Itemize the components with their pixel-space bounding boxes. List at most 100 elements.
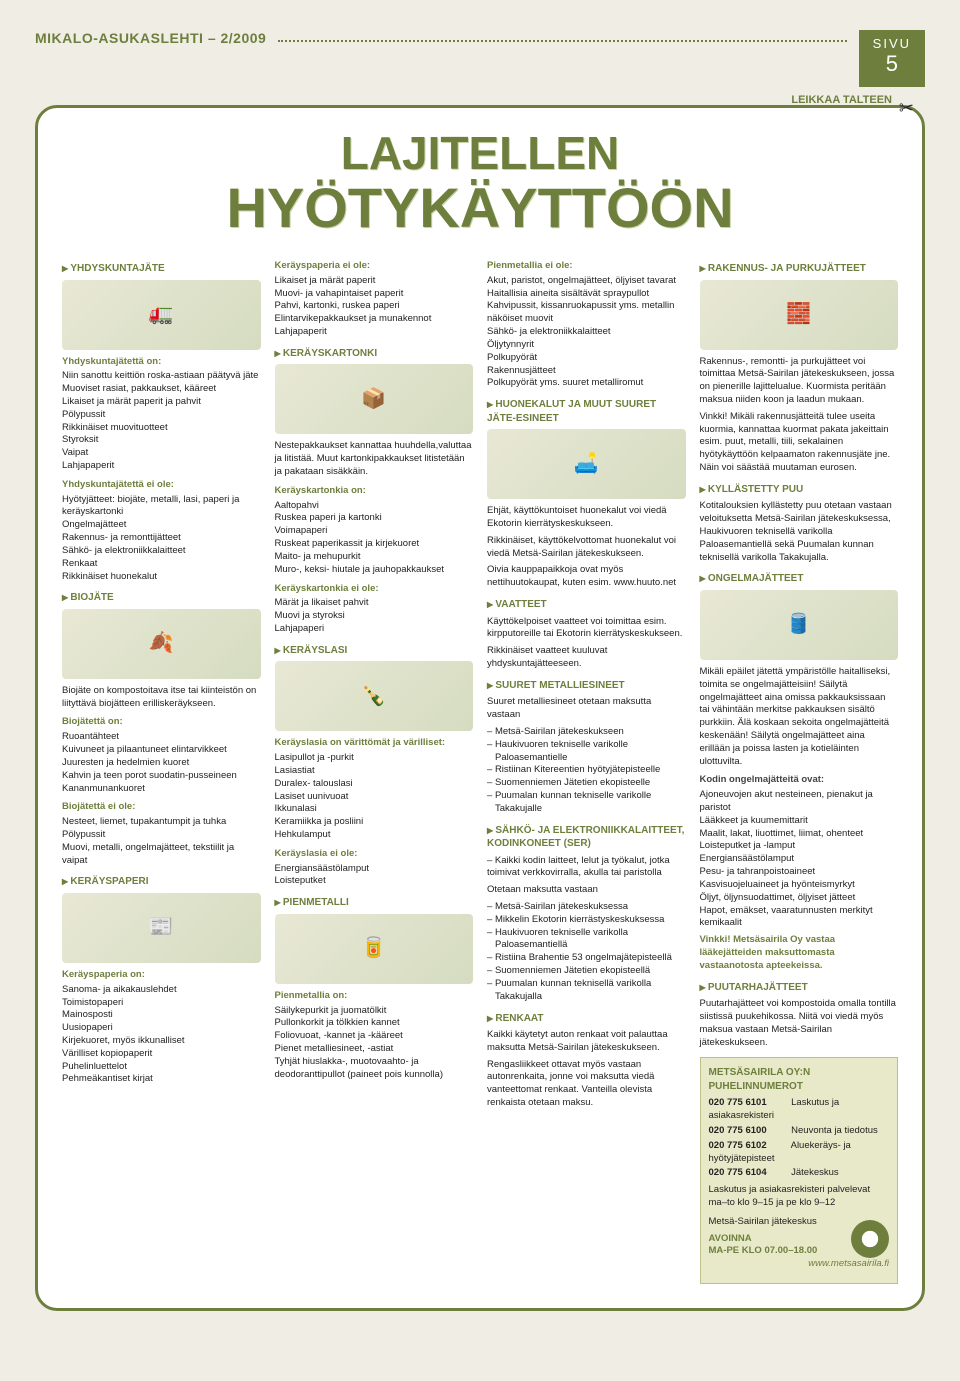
metal-illustration: 🥫 (275, 914, 474, 984)
c1-p3: Biojäte on kompostoitava itse tai kiinte… (62, 685, 261, 711)
dotted-rule (278, 40, 846, 42)
c4-vinkki: Vinkki! Metsäsairila Oy vastaa lääkejätt… (700, 934, 899, 972)
c3-h1: HUONEKALUT JA MUUT SUURET JÄTE-ESINEET (487, 398, 686, 425)
metsasairila-logo (851, 1220, 889, 1258)
biowaste-illustration: 🍂 (62, 609, 261, 679)
c4-h3: ONGELMAJÄTTEET (700, 572, 899, 586)
c1-p6: Sanoma- ja aikakauslehdet Toimistopaperi… (62, 984, 261, 1087)
c2-p4: Märät ja likaiset pahvit Muovi ja styrok… (275, 597, 474, 635)
c4-h4: PUUTARHAJÄTTEET (700, 981, 899, 995)
c3-h2: VAATTEET (487, 598, 686, 612)
c2-p5h: Keräyslasia on värittömät ja värilliset: (275, 737, 474, 750)
hazardous-illustration: 🛢️ (700, 590, 899, 660)
list-item: Mikkelin Ekotorin kierrästyskeskuksessa (487, 914, 686, 927)
page-label: SIVU (873, 36, 911, 51)
paper-illustration: 📰 (62, 893, 261, 963)
c4-p1: Rakennus-, remontti- ja purkujätteet voi… (700, 356, 899, 407)
c1-p4: Ruoantähteet Kuivuneet ja pilaantuneet e… (62, 731, 261, 795)
c1-h2: BIOJÄTE (62, 591, 261, 605)
cardboard-illustration: 📦 (275, 364, 474, 434)
c2-p6: Energiansäästölamput Loisteputket (275, 863, 474, 889)
list-item: Suomenniemen Jätetien ekopisteellä (487, 965, 686, 978)
c1-p1: Niin sanottu keittiön roska-astiaan päät… (62, 370, 261, 473)
column-2: Keräyspaperia ei ole: Likaiset ja märät … (275, 254, 474, 1284)
list-item: Puumalan kunnan teknisellä varikolla Tak… (487, 978, 686, 1004)
list-item: Puumalan kunnan tekniselle varikolle Tak… (487, 790, 686, 816)
waste-truck-illustration: 🚛 (62, 280, 261, 350)
c3-h5: RENKAAT (487, 1012, 686, 1026)
page-badge: SIVU 5 (859, 30, 925, 87)
c3-p8: – Kaikki kodin laitteet, lelut ja työkal… (487, 855, 686, 881)
title-line-2: HYÖTYKÄYTTÖÖN (62, 180, 898, 236)
c2-p3h: Keräyskartonkia on: (275, 485, 474, 498)
c3-p3: Rikkinäiset, käyttökelvottomat huonekalu… (487, 535, 686, 561)
c2-h3: PIENMETALLI (275, 896, 474, 910)
phone-row: 020 775 6100 Neuvonta ja tiedotus (709, 1125, 890, 1138)
phone-rows: 020 775 6101 Laskutus ja asiakasrekister… (709, 1097, 890, 1180)
c2-p5: Lasipullot ja -purkit Lasiastiat Duralex… (275, 752, 474, 842)
c2-p1: Likaiset ja märät paperit Muovi- ja vaha… (275, 275, 474, 339)
c4-p3: Mikäli epäilet jätettä ympäristölle hait… (700, 666, 899, 769)
c1-h1: YHDYSKUNTAJÄTE (62, 262, 261, 276)
c3-p5: Käyttökelpoiset vaatteet voi toimittaa e… (487, 616, 686, 642)
c2-p4h: Keräyskartonkia ei ole: (275, 583, 474, 596)
c4-h1: RAKENNUS- JA PURKUJÄTTEET (700, 262, 899, 276)
c2-p6h: Keräyslasia ei ole: (275, 848, 474, 861)
list-item: Ristiinan Kitereentien hyötyjätepisteell… (487, 764, 686, 777)
c4-p4h: Kodin ongelmajätteitä ovat: (700, 774, 899, 787)
c1-p6h: Keräyspaperia on: (62, 969, 261, 982)
c1-p1h: Yhdyskuntajätettä on: (62, 356, 261, 369)
c4-p5: Puutarhajätteet voi kompostoida omalla t… (700, 998, 899, 1049)
c3-p6: Rikkinäiset vaatteet kuuluvat yhdyskunta… (487, 645, 686, 671)
c4-p2: Kotitalouksien kyllästetty puu otetaan v… (700, 500, 899, 564)
phone-row: 020 775 6101 Laskutus ja asiakasrekister… (709, 1097, 890, 1123)
c3-p4: Oivia kauppapaikkoja ovat myös nettihuut… (487, 564, 686, 590)
list-item: Ristiina Brahentie 53 ongelmajätepisteel… (487, 952, 686, 965)
c1-p2h: Yhdyskuntajätettä ei ole: (62, 479, 261, 492)
magazine-title: MIKALO-ASUKASLEHTI – 2/2009 (35, 30, 266, 46)
phone-box: METSÄSAIRILA OY:N PUHELINNUMEROT 020 775… (700, 1057, 899, 1284)
c3-l1: Metsä-Sairilan jätekeskukseenHaukivuoren… (487, 726, 686, 816)
list-item: Metsä-Sairilan jätekeskuksessa (487, 901, 686, 914)
glass-illustration: 🍾 (275, 661, 474, 731)
page-number: 5 (873, 51, 911, 77)
c4-p1b: Vinkki! Mikäli rakennusjätteitä tulee us… (700, 411, 899, 475)
list-item: Suomenniemen Jätetien ekopisteelle (487, 777, 686, 790)
c4-h2: KYLLÄSTETTY PUU (700, 483, 899, 497)
list-item: Haukivuoren tekniselle varikolle Paloase… (487, 739, 686, 765)
page-header: MIKALO-ASUKASLEHTI – 2/2009 SIVU 5 (35, 30, 925, 87)
info-card: LEIKKAA TALTEEN ✂ LAJITELLEN HYÖTYKÄYTTÖ… (35, 105, 925, 1311)
c1-p5: Nesteet, liemet, tupakantumpit ja tuhka … (62, 816, 261, 867)
c2-h1: KERÄYSKARTONKI (275, 347, 474, 361)
phone-note: Laskutus ja asiakasrekisteri palvelevat … (709, 1184, 890, 1210)
c4-p4: Ajoneuvojen akut nesteineen, pienakut ja… (700, 789, 899, 930)
c2-p7h: Pienmetallia on: (275, 990, 474, 1003)
c1-p5h: Biojätettä ei ole: (62, 801, 261, 814)
column-1: YHDYSKUNTAJÄTE 🚛 Yhdyskuntajätettä on: N… (62, 254, 261, 1284)
phone-row: 020 775 6102 Aluekeräys- ja hyötyjätepis… (709, 1140, 890, 1166)
c2-p7: Säilykepurkit ja juomatölkit Pullonkorki… (275, 1005, 474, 1082)
cut-label: LEIKKAA TALTEEN (791, 94, 892, 106)
column-4: RAKENNUS- JA PURKUJÄTTEET 🧱 Rakennus-, r… (700, 254, 899, 1284)
c1-p4h: Biojätettä on: (62, 716, 261, 729)
c2-p2: Nestepakkaukset kannattaa huuhdella,valu… (275, 440, 474, 478)
c3-h3: SUURET METALLIESINEET (487, 679, 686, 693)
c2-h2: KERÄYSLASI (275, 644, 474, 658)
construction-illustration: 🧱 (700, 280, 899, 350)
c3-p1: Akut, paristot, ongelmajätteet, öljyiset… (487, 275, 686, 390)
c3-p9: Otetaan maksutta vastaan (487, 884, 686, 897)
c2-p1h: Keräyspaperia ei ole: (275, 260, 474, 273)
column-3: Pienmetallia ei ole: Akut, paristot, ong… (487, 254, 686, 1284)
list-item: Haukivuoren tekniselle varikolla Paloase… (487, 927, 686, 953)
c3-p7: Suuret metalliesineet otetaan maksutta v… (487, 696, 686, 722)
c1-p2: Hyötyjätteet: biojäte, metalli, lasi, pa… (62, 494, 261, 584)
c2-p3: Aaltopahvi Ruskea paperi ja kartonki Voi… (275, 500, 474, 577)
c1-h3: KERÄYSPAPERI (62, 875, 261, 889)
c3-p11: Rengasliikkeet ottavat myös vastaan auto… (487, 1059, 686, 1110)
title-line-1: LAJITELLEN (62, 130, 898, 176)
phone-title: METSÄSAIRILA OY:N PUHELINNUMEROT (709, 1066, 890, 1093)
list-item: Metsä-Sairilan jätekeskukseen (487, 726, 686, 739)
c3-p1h: Pienmetallia ei ole: (487, 260, 686, 273)
c3-p10: Kaikki käytetyt auton renkaat voit palau… (487, 1029, 686, 1055)
c3-h4: SÄHKÖ- JA ELEKTRONIIKKALAITTEET, KODINKO… (487, 824, 686, 851)
